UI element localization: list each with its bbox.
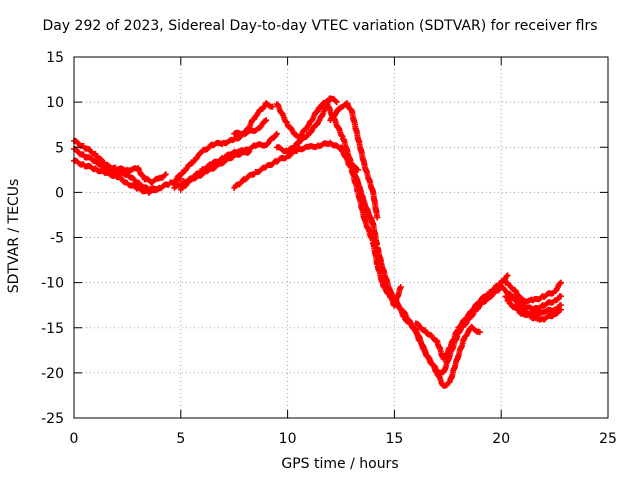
chart-title: Day 292 of 2023, Sidereal Day-to-day VTE… — [42, 18, 598, 34]
series-track-6 — [171, 148, 253, 191]
series-track-8 — [231, 117, 270, 137]
x-tick-label: 15 — [385, 431, 403, 447]
series-track-18 — [502, 293, 564, 319]
y-tick-label: 15 — [46, 50, 64, 66]
series-markers — [502, 293, 564, 319]
series-track-14 — [348, 164, 483, 389]
y-tick-label: -15 — [41, 321, 64, 337]
y-tick-label: -25 — [41, 411, 64, 427]
axis-ticks: 0 5 10 15 20 25 -25 -20 -15 -10 -5 0 5 10 15 — [41, 50, 617, 447]
series-markers — [231, 117, 270, 137]
series-markers — [327, 100, 381, 221]
y-tick-label: -5 — [50, 231, 64, 247]
grid-lines — [74, 57, 608, 418]
series-track-16 — [412, 272, 511, 362]
y-tick-label: -10 — [41, 276, 64, 292]
y-tick-label: 5 — [55, 140, 64, 156]
y-tick-label: 0 — [55, 185, 64, 201]
x-tick-label: 0 — [70, 431, 79, 447]
x-tick-label: 10 — [279, 431, 297, 447]
series-markers — [412, 272, 511, 362]
data-series — [71, 95, 564, 389]
series-markers — [348, 164, 483, 389]
series-track-20 — [502, 279, 564, 305]
series-markers — [502, 279, 564, 305]
series-markers — [171, 148, 253, 191]
x-tick-label: 5 — [176, 431, 185, 447]
x-axis-label: GPS time / hours — [281, 456, 399, 472]
y-tick-label: 10 — [46, 95, 64, 111]
x-tick-label: 25 — [599, 431, 617, 447]
x-tick-label: 20 — [492, 431, 510, 447]
y-tick-label: -20 — [41, 366, 64, 382]
series-track-12 — [327, 100, 381, 221]
y-axis-label: SDTVAR / TECUs — [6, 178, 22, 294]
